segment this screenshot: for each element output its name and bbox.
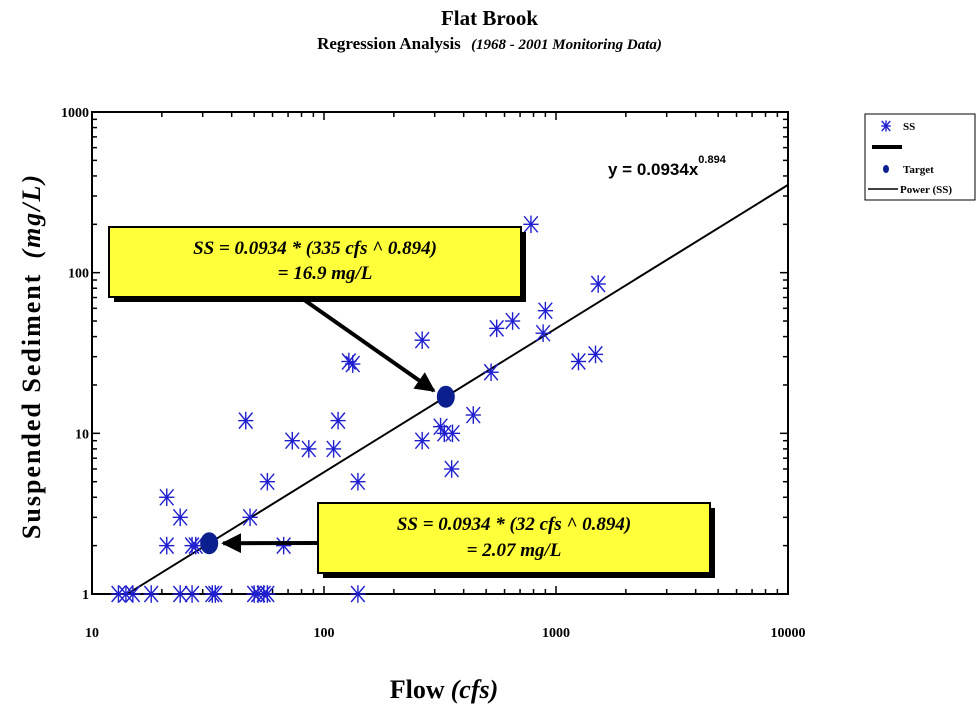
ss-data-point <box>238 411 254 430</box>
y-axis-label-text: Suspended Sediment <box>17 273 46 539</box>
legend-label: Target <box>903 164 934 176</box>
x-tick-label: 100 <box>314 626 335 641</box>
legend-label: SS <box>903 121 915 133</box>
ss-data-point <box>259 472 275 491</box>
ss-data-point <box>242 508 258 527</box>
ss-data-point <box>188 536 204 555</box>
y-tick-label: 10 <box>75 427 89 442</box>
chart-subtitle-main: Regression Analysis <box>317 34 461 53</box>
y-tick-labels: 1 10 100 1000 <box>61 106 89 603</box>
ss-data-point <box>504 312 521 330</box>
legend-label: Power (SS) <box>900 184 952 196</box>
ss-data-point <box>301 440 317 458</box>
legend-item: Target <box>883 164 934 176</box>
y-axis-label-unit: (mg/L) <box>17 173 46 259</box>
ss-data-point <box>330 411 346 430</box>
y-tick-label: 1 <box>82 588 89 603</box>
y-axis-label: Suspended Sediment (mg/L) <box>17 173 46 539</box>
ss-data-point <box>259 585 275 603</box>
ss-data-point <box>125 585 141 603</box>
annotation-box-upper <box>108 226 522 298</box>
equation-prefix: y = 0.0934x <box>608 160 699 179</box>
chart-subtitle-note: (1968 - 2001 Monitoring Data) <box>471 37 662 53</box>
ss-data-point <box>326 440 342 458</box>
ss-data-point <box>465 406 481 424</box>
target-data-point <box>200 532 219 555</box>
ss-data-point <box>489 319 505 338</box>
x-axis-label-unit: (cfs) <box>451 675 499 704</box>
ss-data-point <box>172 585 188 603</box>
x-tick-label: 10000 <box>771 626 806 641</box>
legend-items: SS Target Power (SS) <box>868 120 952 196</box>
target-series <box>200 385 455 555</box>
x-tick-label: 1000 <box>542 626 570 641</box>
annotation-upper-line2: = 16.9 mg/L <box>278 263 373 284</box>
ss-data-point <box>172 508 188 527</box>
ss-data-point <box>444 460 460 478</box>
ss-data-point <box>350 472 366 491</box>
ss-data-point <box>350 585 366 603</box>
minor-ticks <box>92 112 788 594</box>
ss-data-point <box>159 536 175 555</box>
ss-data-point <box>143 585 159 603</box>
x-axis-label-text: Flow <box>390 675 445 704</box>
ss-data-point <box>414 331 430 349</box>
y-tick-label: 1000 <box>61 106 89 121</box>
ss-data-point <box>590 275 606 293</box>
x-axis-label: Flow (cfs) <box>390 675 499 704</box>
ss-data-point <box>284 431 300 450</box>
annotation-arrow-upper <box>298 295 436 393</box>
target-data-point <box>436 385 455 408</box>
x-tick-labels: 10 100 1000 10000 <box>85 626 806 641</box>
y-tick-label: 100 <box>68 267 89 282</box>
ss-series <box>110 215 606 603</box>
legend-item: Power (SS) <box>868 184 952 196</box>
ss-data-point <box>587 345 604 364</box>
chart-subtitle: Regression Analysis (1968 - 2001 Monitor… <box>0 34 979 54</box>
major-ticks <box>91 112 788 595</box>
ss-data-point <box>276 536 292 555</box>
ss-data-point <box>159 488 175 507</box>
ss-data-point <box>483 363 499 382</box>
x-tick-label: 10 <box>85 626 99 641</box>
ss-data-point <box>207 585 223 603</box>
legend-item: SS <box>881 120 915 133</box>
annotation-upper-line1: SS = 0.0934 * (335 cfs ^ 0.894) <box>193 238 437 259</box>
ss-data-point <box>444 424 461 443</box>
equation-exponent: 0.894 <box>698 154 726 166</box>
annotation-lower-line1: SS = 0.0934 * (32 cfs ^ 0.894) <box>397 514 631 535</box>
annotation-box-lower <box>317 502 711 574</box>
legend-marker-target <box>883 165 889 173</box>
ss-data-point <box>537 301 553 320</box>
ss-data-point <box>570 352 587 371</box>
ss-data-point <box>184 585 200 603</box>
legend-marker-ss <box>881 120 891 132</box>
trendline-power-ss <box>125 184 789 596</box>
ss-data-point <box>414 431 430 450</box>
annotation-lower-line2: = 2.07 mg/L <box>467 540 562 561</box>
chart-title: Flat Brook <box>440 6 539 30</box>
ss-data-point <box>535 324 551 342</box>
ss-data-point <box>523 215 539 234</box>
ss-data-point <box>345 355 361 373</box>
trendline-equation: y = 0.0934x0.894 <box>608 154 727 179</box>
legend: SS Target Power (SS) <box>864 113 976 201</box>
